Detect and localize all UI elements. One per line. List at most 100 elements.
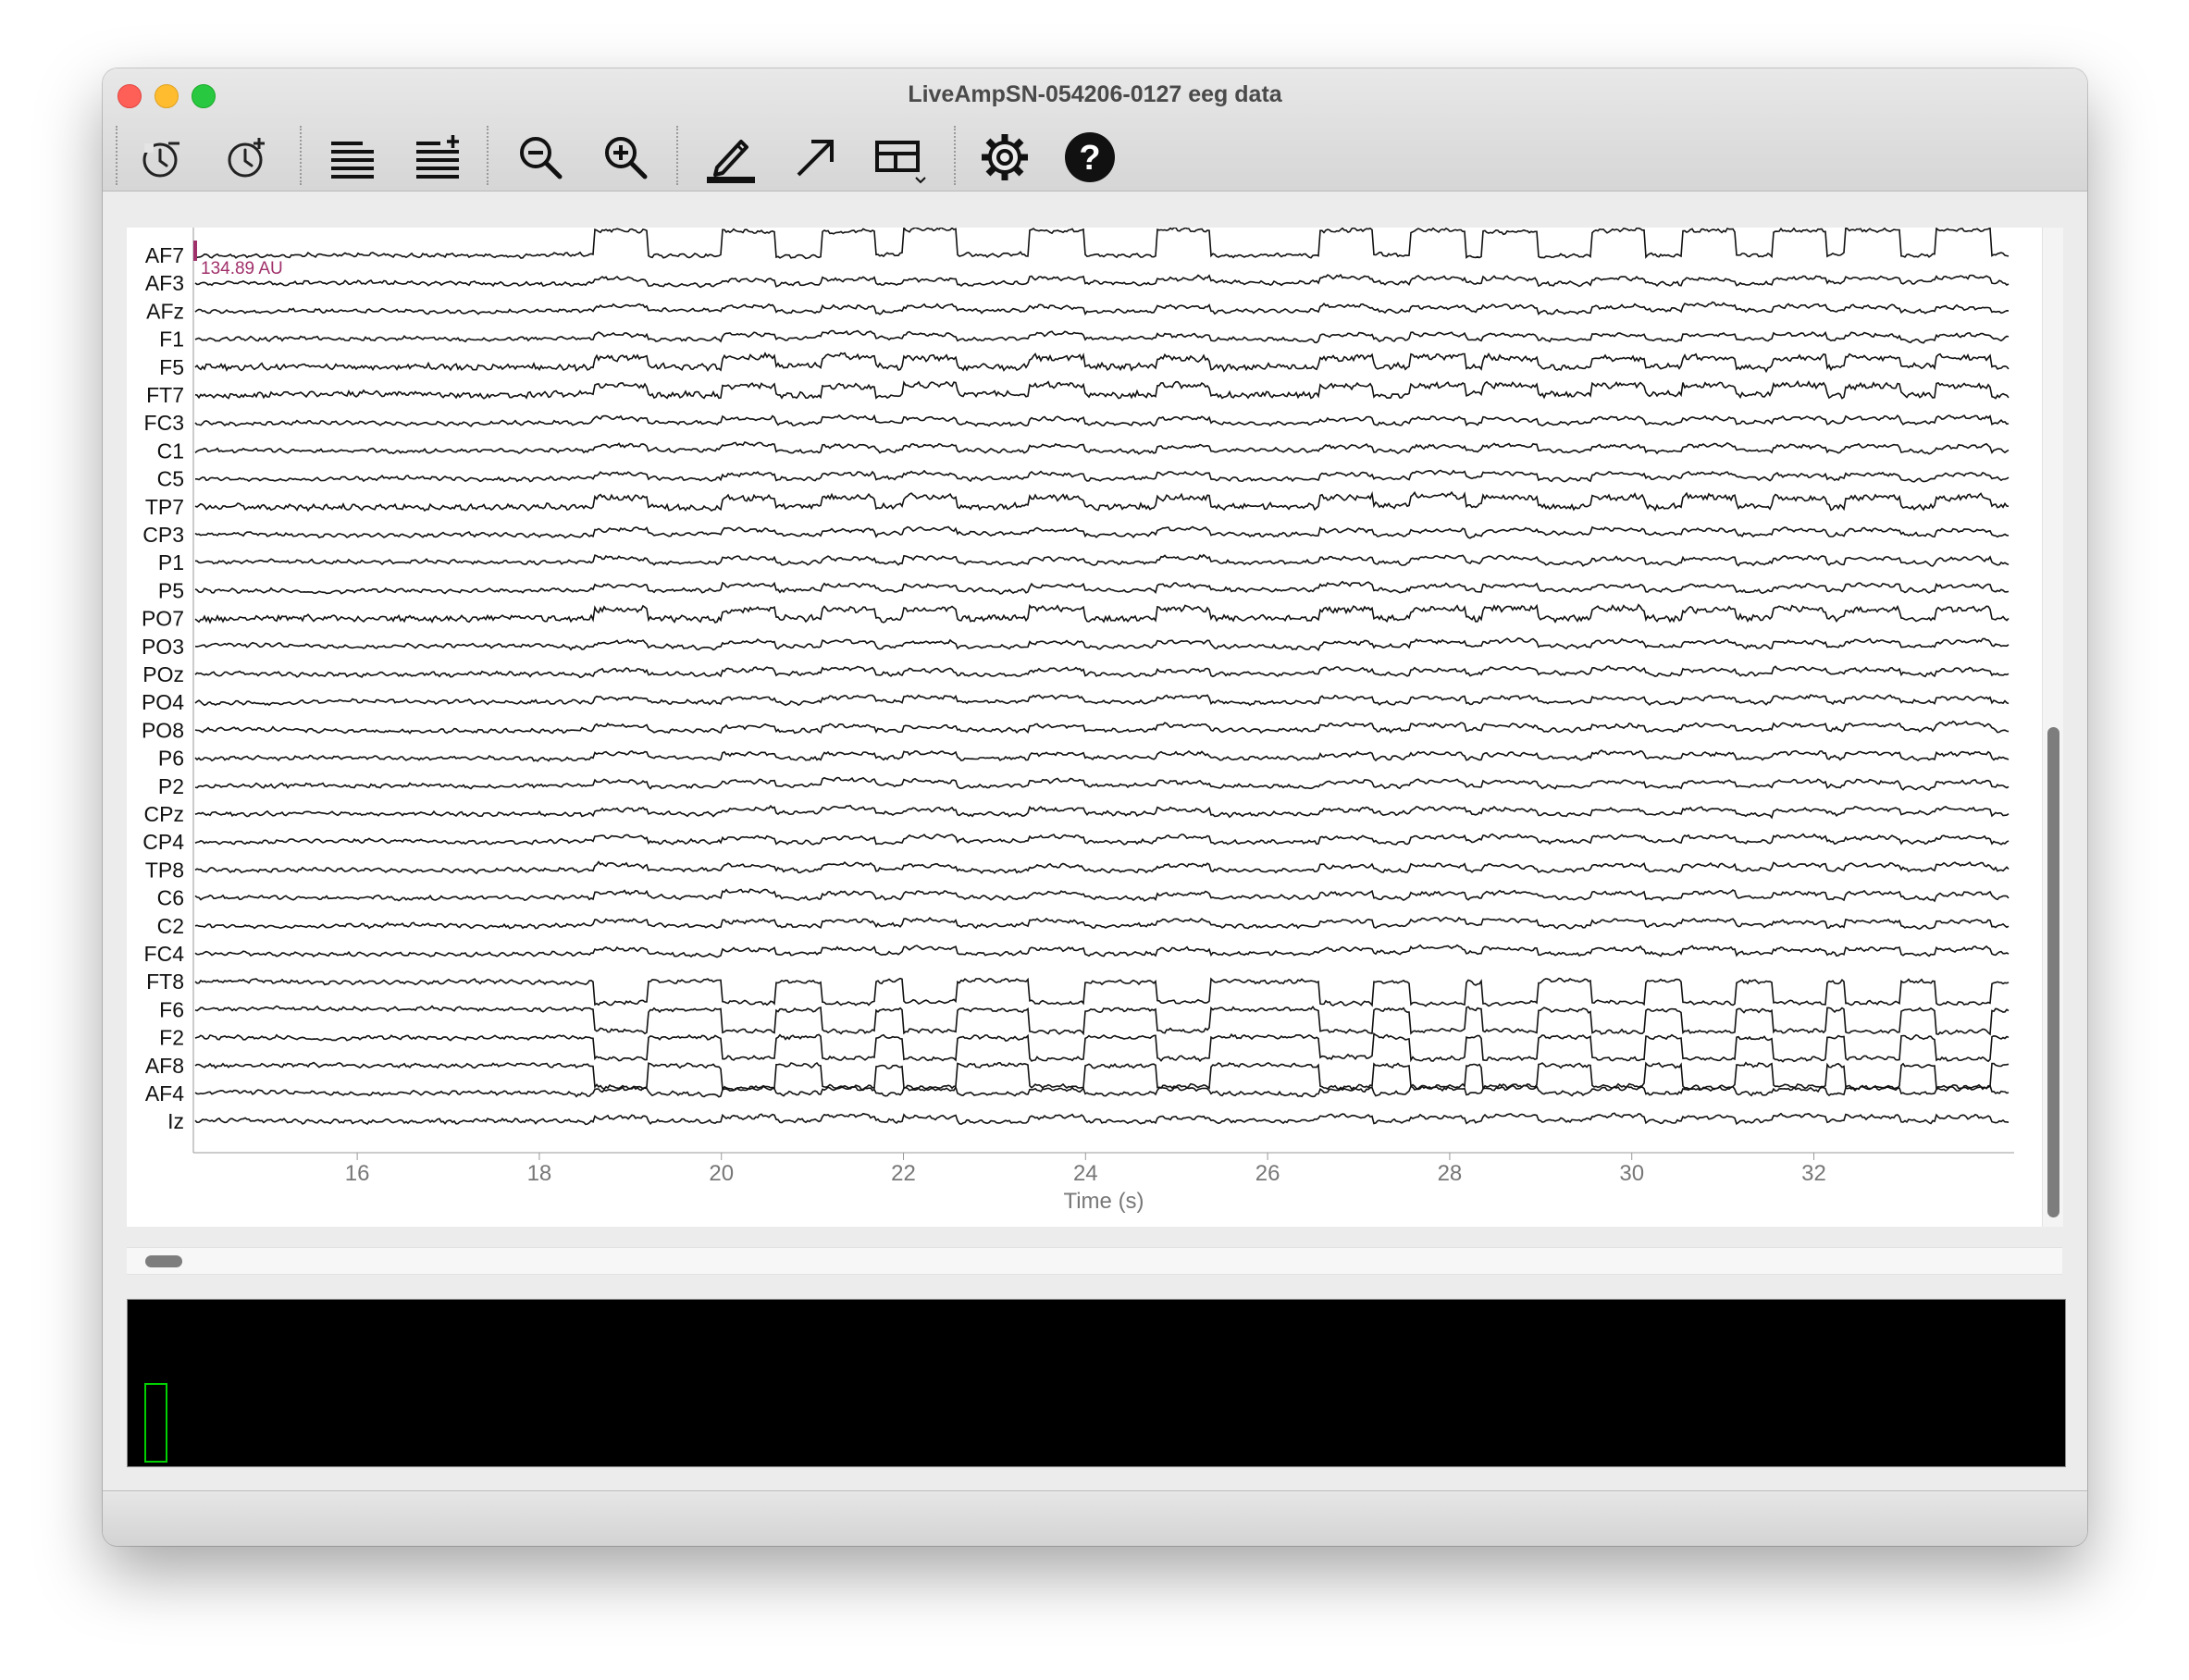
x-tick-label: 26 — [1255, 1161, 1280, 1186]
channel-label-p5: P5 — [158, 578, 184, 602]
trace-f6 — [194, 1005, 2010, 1036]
time-decrease-button[interactable] — [130, 128, 195, 187]
title-bar: LiveAmpSN-054206-0127 eeg data — [103, 68, 2087, 191]
trace-poz — [194, 665, 2010, 679]
help-button[interactable]: ? — [1057, 128, 1122, 187]
toolbar-separator — [116, 126, 117, 185]
vertical-scrollbar[interactable] — [2042, 228, 2063, 1227]
trace-cpz — [194, 804, 2010, 820]
trace-af7 — [194, 226, 2010, 260]
trace-po3 — [194, 637, 2010, 652]
pencil-icon — [707, 140, 755, 183]
trace-p5 — [194, 580, 2010, 595]
gear-icon — [982, 134, 1028, 180]
clock-minus-icon — [142, 142, 179, 178]
zoom-out-button[interactable] — [508, 128, 573, 187]
channel-label-ft7: FT7 — [146, 383, 184, 407]
maximize-window-button[interactable] — [192, 84, 216, 108]
channel-label-af8: AF8 — [145, 1054, 184, 1078]
scale-label: 134.89 AU — [201, 259, 283, 278]
trace-af3 — [194, 273, 2010, 289]
eeg-plot-panel[interactable]: AF7 AF3 AFz F1 F5 FT7 FC3 C1 C5 TP7 CP3 P1 P5 PO7 PO3 P… — [127, 226, 2062, 1227]
x-tick-label: 18 — [527, 1161, 552, 1186]
channel-label-f1: F1 — [159, 327, 184, 352]
toolbar-separator — [954, 126, 956, 185]
trace-ft7 — [194, 379, 2010, 400]
channel-label-fc3: FC3 — [144, 411, 184, 435]
horizontal-scrollbar-thumb[interactable] — [145, 1255, 182, 1267]
zoom-in-button[interactable] — [593, 128, 658, 187]
zoom-in-icon — [605, 137, 648, 179]
channel-label-cpz: CPz — [144, 802, 184, 826]
channels-decrease-button[interactable] — [320, 128, 385, 187]
channel-label-af4: AF4 — [145, 1081, 184, 1106]
trace-af8 — [194, 1061, 2010, 1092]
channel-label-af3: AF3 — [145, 271, 184, 295]
channel-label-f2: F2 — [159, 1026, 184, 1050]
x-tick-label: 28 — [1438, 1161, 1463, 1186]
channel-label-p6: P6 — [158, 747, 184, 771]
eeg-plot[interactable]: AF7 AF3 AFz F1 F5 FT7 FC3 C1 C5 TP7 CP3 P1 P5 PO7 PO3 P… — [127, 226, 2042, 1227]
trace-fc3 — [194, 414, 2010, 427]
help-icon: ? — [1065, 132, 1115, 182]
settings-button[interactable] — [972, 128, 1037, 187]
x-tick-label: 32 — [1801, 1161, 1826, 1186]
x-tick-label: 16 — [345, 1161, 370, 1186]
trace-po4 — [194, 694, 2010, 707]
trace-f2 — [194, 1031, 2010, 1063]
x-tick-label: 24 — [1073, 1161, 1098, 1186]
time-increase-button[interactable] — [216, 128, 280, 187]
trace-f5 — [194, 352, 2010, 374]
trace-po7 — [194, 603, 2010, 624]
channel-label-p2: P2 — [158, 774, 184, 798]
lines-icon — [331, 142, 374, 179]
x-tick-label: 20 — [709, 1161, 734, 1186]
trace-c5 — [195, 469, 2010, 483]
trace-f1 — [194, 329, 2010, 344]
trace-tp8 — [194, 860, 2010, 875]
trace-po8 — [194, 720, 2010, 735]
channel-label-afz: AFz — [146, 299, 184, 323]
trace-p2 — [194, 776, 2010, 791]
channel-label-c5: C5 — [157, 467, 184, 491]
trace-tp7 — [194, 490, 2010, 513]
channel-label-poz: POz — [142, 662, 184, 686]
toolbar-separator — [300, 126, 302, 185]
layout-button[interactable] — [869, 128, 934, 187]
status-bar — [103, 1490, 2087, 1546]
channel-label-cp4: CP4 — [142, 830, 184, 854]
close-window-button[interactable] — [117, 84, 142, 108]
trace-c6 — [194, 888, 2010, 903]
layout-icon — [875, 141, 926, 184]
lines-plus-icon — [416, 135, 459, 179]
trace-cp4 — [194, 833, 2010, 846]
channel-label-iz: Iz — [167, 1109, 184, 1133]
channel-label-tp8: TP8 — [145, 858, 184, 882]
svg-text:?: ? — [1079, 139, 1100, 178]
channel-label-fc4: FC4 — [144, 942, 185, 966]
trace-p6 — [194, 749, 2010, 762]
trace-cp3 — [194, 525, 2010, 539]
zoom-out-icon — [520, 137, 563, 179]
channel-label-ft8: FT8 — [146, 970, 184, 994]
channels-increase-button[interactable] — [405, 128, 470, 187]
trace-c2 — [194, 916, 2010, 930]
vertical-scrollbar-thumb[interactable] — [2047, 727, 2059, 1217]
trace-af4 — [194, 1084, 2010, 1098]
horizontal-scrollbar[interactable] — [127, 1247, 2062, 1275]
app-window: LiveAmpSN-054206-0127 eeg data — [103, 68, 2087, 1546]
trace-c1 — [194, 441, 2010, 455]
channel-label-cp3: CP3 — [142, 523, 184, 547]
overview-view-window[interactable] — [144, 1383, 167, 1463]
overview-panel[interactable] — [127, 1299, 2066, 1467]
trace-fc4 — [194, 944, 2010, 958]
toolbar-separator — [487, 126, 489, 185]
channel-label-f6: F6 — [159, 997, 184, 1021]
trace-afz — [194, 301, 2010, 316]
annotate-button[interactable] — [699, 128, 763, 187]
minimize-window-button[interactable] — [155, 84, 179, 108]
trace-p1 — [194, 553, 2010, 567]
window-title: LiveAmpSN-054206-0127 eeg data — [908, 81, 1282, 107]
arrow-button[interactable] — [784, 128, 848, 187]
channel-label-po4: PO4 — [142, 690, 184, 714]
